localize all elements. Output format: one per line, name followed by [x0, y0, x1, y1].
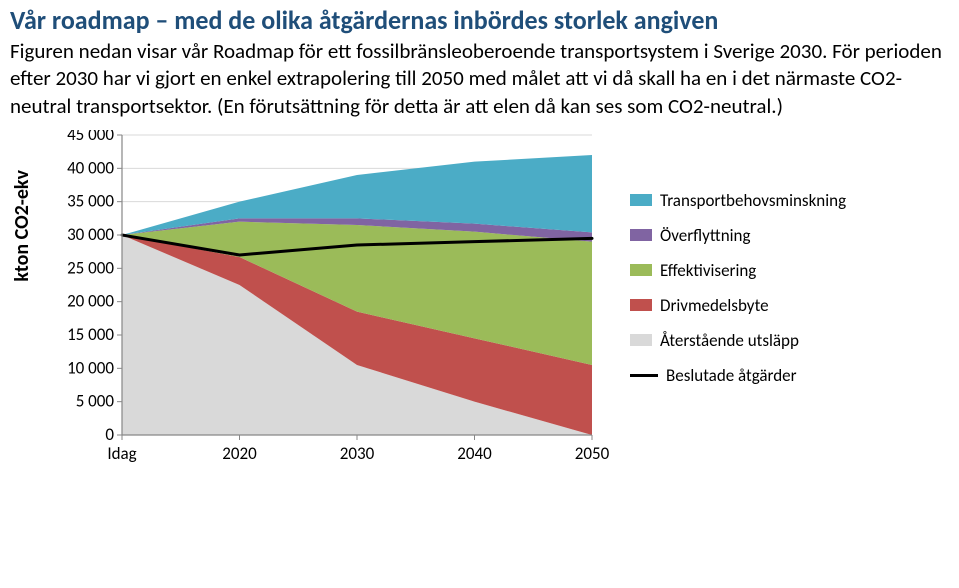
svg-text:Idag: Idag	[107, 443, 136, 464]
legend-swatch	[630, 334, 652, 346]
legend-label: Överflyttning	[660, 225, 750, 246]
svg-text:0: 0	[105, 424, 114, 445]
legend-label: Återstående utsläpp	[660, 330, 799, 351]
chart-legend: Transportbehovsminskning Överflyttning Eff…	[630, 190, 846, 386]
legend-item: Drivmedelsbyte	[630, 295, 846, 316]
svg-text:25 000: 25 000	[67, 257, 114, 278]
svg-text:2040: 2040	[457, 443, 492, 464]
legend-swatch	[630, 299, 652, 311]
y-axis-label: kton CO2-ekv	[10, 130, 34, 342]
legend-item: Transportbehovsminskning	[630, 190, 846, 211]
svg-text:15 000: 15 000	[67, 324, 114, 345]
legend-item: Effektivisering	[630, 260, 846, 281]
svg-text:2050: 2050	[575, 443, 610, 464]
svg-text:35 000: 35 000	[67, 191, 114, 212]
svg-text:5 000: 5 000	[76, 391, 115, 412]
legend-line-swatch	[630, 374, 658, 377]
legend-item: Återstående utsläpp	[630, 330, 846, 351]
chart-container: kton CO2-ekv 0 5 000 10 000 15 000 20 000 25 …	[10, 130, 949, 475]
svg-text:30 000: 30 000	[67, 224, 114, 245]
legend-item: Överflyttning	[630, 225, 846, 246]
legend-label: Transportbehovsminskning	[660, 190, 846, 211]
legend-swatch	[630, 194, 652, 206]
legend-item: Beslutade åtgärder	[630, 365, 846, 386]
svg-text:45 000: 45 000	[67, 130, 114, 145]
legend-label: Drivmedelsbyte	[660, 295, 769, 316]
svg-text:20 000: 20 000	[67, 291, 114, 312]
legend-label: Effektivisering	[660, 260, 756, 281]
legend-label: Beslutade åtgärder	[666, 365, 797, 386]
intro-paragraph: Figuren nedan visar vår Roadmap för ett …	[10, 38, 949, 120]
legend-swatch	[630, 264, 652, 276]
svg-text:2020: 2020	[222, 443, 257, 464]
svg-text:2030: 2030	[340, 443, 375, 464]
svg-text:10 000: 10 000	[67, 357, 114, 378]
page-title: Vår roadmap – med de olika åtgärdernas i…	[10, 4, 949, 36]
chart-plot: 0 5 000 10 000 15 000 20 000 25 000 30 000 35 0…	[52, 130, 612, 475]
legend-swatch	[630, 229, 652, 241]
svg-text:40 000: 40 000	[67, 157, 114, 178]
